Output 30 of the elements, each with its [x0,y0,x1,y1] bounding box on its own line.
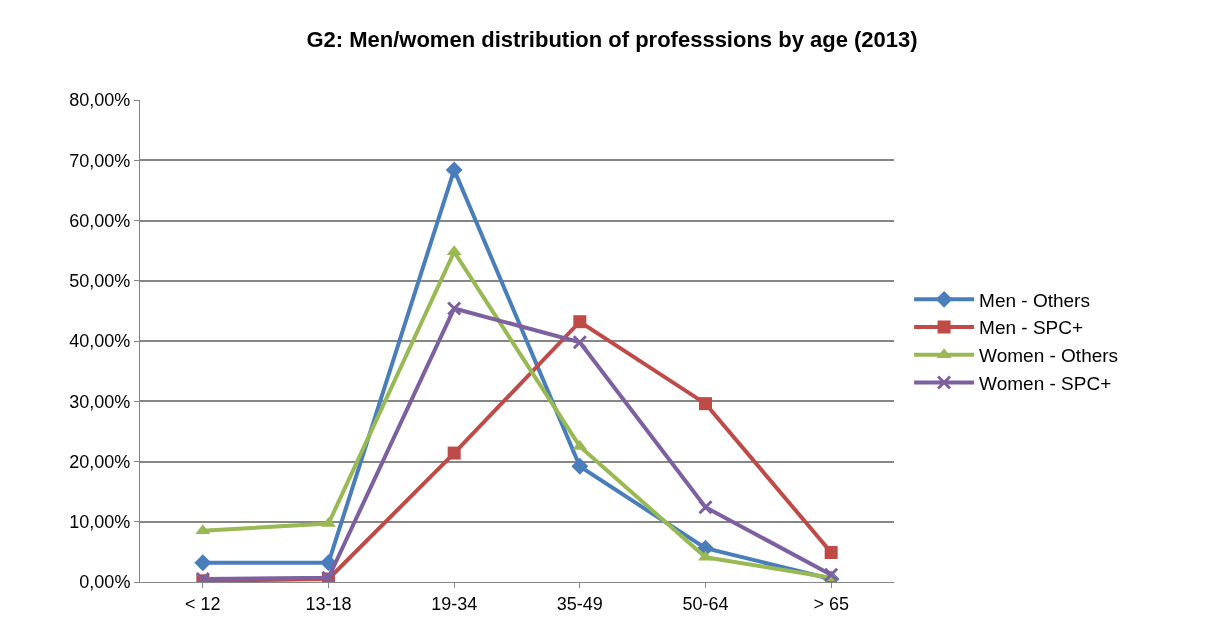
y-tick-label: 30,00% [69,391,131,412]
legend-label: Women - Others [979,345,1119,367]
y-tick-label: 40,00% [69,331,131,352]
x-tick-label: > 65 [813,593,849,614]
y-tick-label: 20,00% [69,451,131,472]
y-tick-label: 70,00% [69,150,131,171]
legend-label: Women - SPC+ [979,372,1112,394]
x-tick-label: 13-18 [305,593,352,614]
point [571,457,589,475]
point [824,545,838,559]
point [573,315,587,329]
point [447,446,461,460]
point [572,334,588,350]
x-tick-label: 19-34 [431,593,478,614]
x-tick-label: < 12 [185,593,221,614]
y-tick-label: 60,00% [69,210,131,231]
point [194,554,212,572]
x-tick-label: 50-64 [682,593,729,614]
y-tick-label: 50,00% [69,271,131,292]
point [446,300,462,316]
point [699,397,712,411]
point [445,161,463,179]
point [698,499,713,515]
y-tick-label: 10,00% [69,512,131,533]
chart-title: G2: Men/women distribution of professsions by age (2013) [306,27,918,52]
legend-label: Men - SPC+ [979,317,1084,339]
y-tick-label: 0,00% [79,572,131,593]
legend-label: Men - Others [979,289,1090,311]
y-tick-label: 80,00% [69,90,131,111]
x-tick-label: 35-49 [556,593,603,614]
